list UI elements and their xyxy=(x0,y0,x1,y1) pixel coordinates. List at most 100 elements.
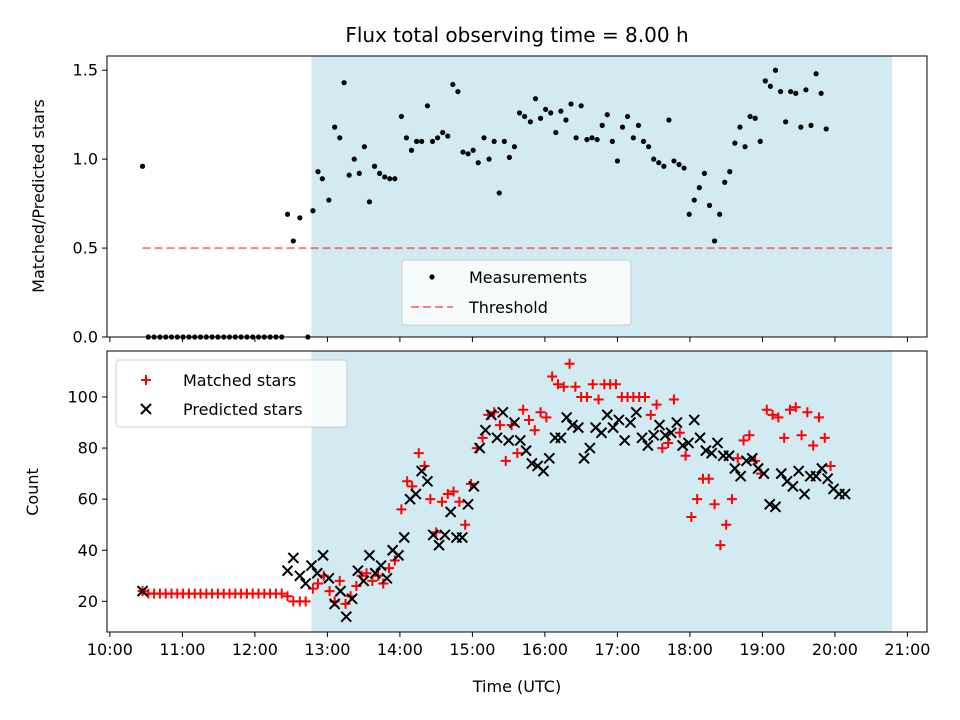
matched-stars-point xyxy=(436,496,447,507)
matched-stars-point xyxy=(340,598,351,609)
bottom-y-tick-label: 40 xyxy=(78,541,98,560)
matched-stars-point xyxy=(413,448,424,459)
predicted-stars-point xyxy=(810,470,822,482)
matched-stars-point xyxy=(367,575,378,586)
predicted-stars-point xyxy=(497,406,509,419)
matched-stars-point xyxy=(668,394,679,405)
measurement-point xyxy=(496,190,502,196)
bottom-x-tick-label: 15:00 xyxy=(449,640,495,659)
matched-stars-point xyxy=(477,432,488,443)
measurement-point xyxy=(537,115,544,121)
bottom-y-tick-label: 60 xyxy=(78,490,98,509)
measurement-point xyxy=(732,140,738,146)
measurement-point xyxy=(532,96,539,102)
matched-stars-point xyxy=(657,443,668,454)
matched-stars-point xyxy=(523,414,534,425)
measurement-point xyxy=(681,165,687,171)
predicted-stars-point xyxy=(723,450,735,462)
measurement-point xyxy=(351,156,357,162)
predicted-stars-point xyxy=(415,465,428,477)
top-axes-frame xyxy=(106,55,928,338)
measurement-point xyxy=(440,129,446,136)
bottom-x-tick-label: 16:00 xyxy=(522,640,568,659)
measurement-point xyxy=(337,135,343,141)
predicted-stars-point xyxy=(369,567,381,579)
matched-stars-point xyxy=(639,391,650,402)
measurement-point xyxy=(808,122,814,128)
predicted-stars-point xyxy=(821,473,834,485)
matched-stars-point xyxy=(547,371,558,382)
predicted-stars-point xyxy=(740,455,753,467)
matched-stars-point xyxy=(761,404,772,415)
matched-stars-point xyxy=(535,407,546,418)
measurement-point xyxy=(803,87,809,93)
measurement-point xyxy=(737,124,743,130)
legend-measurement-marker xyxy=(429,274,435,280)
measurement-point xyxy=(640,138,647,144)
predicted-stars-point xyxy=(642,439,654,452)
matched-stars-point xyxy=(680,450,691,461)
measurement-point xyxy=(465,151,471,157)
matched-stars-point xyxy=(610,379,621,390)
predicted-stars-point xyxy=(769,501,782,513)
measurement-point xyxy=(516,110,523,116)
measurement-point xyxy=(341,80,347,86)
measurement-point xyxy=(701,170,708,176)
predicted-stars-point xyxy=(705,447,718,459)
measurement-point xyxy=(326,197,332,203)
measurement-point xyxy=(403,135,410,141)
matched-stars-point xyxy=(744,430,755,441)
matched-stars-point xyxy=(334,575,345,586)
matched-stars-point xyxy=(709,499,720,510)
matched-stars-point xyxy=(402,476,413,487)
measurement-point xyxy=(470,147,476,153)
measurement-point xyxy=(717,211,723,217)
predicted-stars-point xyxy=(659,429,671,442)
measurement-point xyxy=(511,144,518,150)
predicted-stars-point xyxy=(566,419,579,431)
predicted-stars-point xyxy=(595,427,608,439)
measurement-point xyxy=(558,108,564,114)
predicted-stars-point xyxy=(473,442,486,454)
predicted-stars-point xyxy=(433,539,445,551)
legend-matched-label: Matched stars xyxy=(183,371,296,390)
measurement-point xyxy=(297,215,303,221)
matched-stars-point xyxy=(808,440,819,451)
matched-stars-point xyxy=(442,489,453,500)
legend-threshold-label: Threshold xyxy=(468,298,548,317)
measurement-point xyxy=(527,119,534,125)
measurement-point xyxy=(767,83,773,89)
matched-stars-point xyxy=(651,399,662,410)
predicted-stars-point xyxy=(439,529,451,541)
matched-stars-point xyxy=(282,591,293,602)
predicted-stars-point xyxy=(468,480,480,493)
predicted-stars-point xyxy=(763,498,776,510)
matched-stars-point xyxy=(686,512,697,523)
measurement-point xyxy=(757,138,763,144)
measurement-point xyxy=(332,124,338,130)
predicted-stars-point xyxy=(578,452,590,464)
measurement-point xyxy=(284,211,291,217)
measurement-point xyxy=(408,147,415,153)
measurement-point xyxy=(290,238,296,244)
measurement-point xyxy=(711,238,718,244)
top-y-tick-label: 1.0 xyxy=(73,150,98,169)
predicted-stars-point xyxy=(311,567,323,579)
measurement-point xyxy=(696,185,702,191)
bottom-y-tick-label: 80 xyxy=(78,439,98,458)
measurement-point xyxy=(798,124,804,130)
measurement-point xyxy=(661,163,667,169)
legend-predicted-label: Predicted stars xyxy=(183,400,303,419)
predicted-stars-point xyxy=(816,462,828,475)
predicted-stars-point xyxy=(671,416,683,429)
predicted-stars-point xyxy=(346,593,358,605)
measurement-point xyxy=(568,101,574,107)
predicted-stars-point xyxy=(665,427,677,439)
predicted-stars-point xyxy=(323,572,335,585)
measurement-point xyxy=(506,154,512,160)
bottom-x-tick-label: 10:00 xyxy=(87,640,133,659)
matched-stars-point xyxy=(692,494,703,505)
predicted-stars-point xyxy=(317,549,329,562)
matched-stars-point xyxy=(587,379,598,390)
matched-stars-point xyxy=(552,379,563,390)
